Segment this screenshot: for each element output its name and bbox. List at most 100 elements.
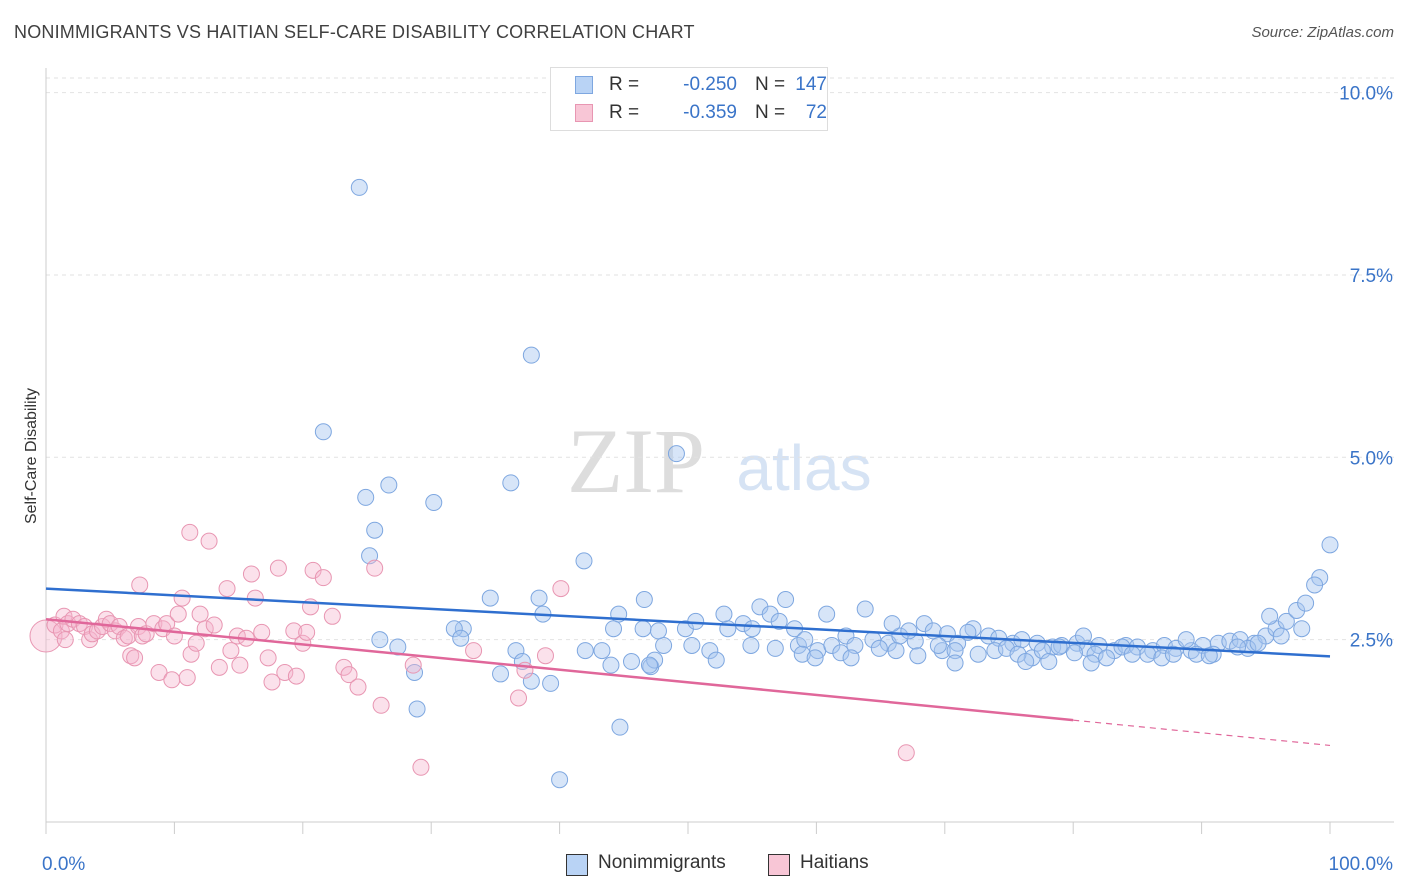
nonimmigrant-point — [507, 642, 525, 660]
y-tick-label: 2.5% — [1350, 631, 1393, 652]
haitian-point — [298, 623, 316, 641]
nonimmigrant-point — [979, 627, 997, 645]
legend-n-value: 147 — [795, 74, 827, 95]
nonimmigrant-point — [743, 620, 761, 638]
nonimmigrant-point — [575, 552, 593, 570]
haitian-point — [536, 647, 554, 665]
x-tick-label: 0.0% — [42, 854, 85, 875]
bottom-legend-swatch-pink — [768, 854, 790, 876]
legend-r-label: R = — [609, 102, 640, 123]
haitian-point — [182, 645, 200, 663]
nonimmigrant-point — [640, 656, 658, 674]
haitian-point — [191, 605, 209, 623]
nonimmigrant-point — [909, 647, 927, 665]
nonimmigrant-point — [1177, 631, 1195, 649]
nonimmigrant-point — [742, 636, 760, 654]
nonimmigrant-point — [806, 649, 824, 667]
nonimmigrant-point — [1306, 576, 1324, 594]
nonimmigrant-point — [576, 642, 594, 660]
haitians-trend-line — [45, 617, 1074, 722]
nonimmigrant-point — [770, 612, 788, 630]
nonimmigrant-point — [900, 622, 918, 640]
bottom-legend-label: Nonimmigrants — [598, 852, 726, 873]
nonimmigrant-point — [1249, 634, 1267, 652]
nonimmigrant-point — [408, 700, 426, 718]
nonimmigrant-point — [646, 651, 664, 669]
nonimmigrant-point — [366, 521, 384, 539]
nonimmigrant-point — [1272, 627, 1290, 645]
haitian-point — [210, 658, 228, 676]
haitian-point — [269, 559, 287, 577]
haitian-point — [412, 758, 430, 776]
nonimmigrant-point — [350, 178, 368, 196]
haitian-point — [145, 615, 163, 633]
nonimmigrant-point — [380, 476, 398, 494]
legend-n-value: 72 — [805, 102, 827, 123]
x-tick-label: 100.0% — [1329, 854, 1394, 875]
nonimmigrant-point — [1098, 649, 1116, 667]
nonimmigrant-point — [522, 672, 540, 690]
nonimmigrant-point — [551, 771, 569, 789]
haitian-point — [246, 589, 264, 607]
nonimmigrant-point — [683, 636, 701, 654]
nonimmigrant-point — [445, 620, 463, 638]
nonimmigrant-point — [842, 649, 860, 667]
haitian-point — [181, 523, 199, 541]
nonimmigrant-point — [314, 423, 332, 441]
nonimmigrant-point — [1074, 627, 1092, 645]
legend-r-label: R = — [609, 74, 640, 95]
stats-legend: R = -0.250 N = 147 R = -0.359 N = 72 — [550, 67, 828, 131]
nonimmigrant-point — [1261, 607, 1279, 625]
nonimmigrant-point — [870, 639, 888, 657]
nonimmigrant-point — [761, 605, 779, 623]
haitian-point — [205, 616, 223, 634]
nonimmigrant-point — [1164, 645, 1182, 663]
nonimmigrant-point — [906, 632, 924, 650]
nonimmigrant-point — [454, 620, 472, 638]
haitian-point — [897, 744, 915, 762]
nonimmigrant-point — [425, 494, 443, 512]
haitian-point — [314, 569, 332, 587]
haitian-point — [131, 576, 149, 594]
nonimmigrant-point — [635, 591, 653, 609]
haitian-point — [253, 623, 271, 641]
haitian-point — [372, 696, 390, 714]
nonimmigrant-point — [701, 642, 719, 660]
haitian-point — [323, 607, 341, 625]
nonimmigrant-point — [605, 620, 623, 638]
nonimmigrant-point — [623, 653, 641, 671]
nonimmigrant-point — [734, 615, 752, 633]
nonimmigrant-point — [542, 674, 560, 692]
nonimmigrant-point — [1321, 536, 1339, 554]
nonimmigrant-point — [777, 591, 795, 609]
haitian-point — [287, 667, 305, 685]
y-tick-label: 7.5% — [1350, 266, 1393, 287]
nonimmigrant-point — [707, 651, 725, 669]
haitian-point — [52, 622, 70, 640]
nonimmigrant-point — [969, 645, 987, 663]
nonimmigrant-point — [1139, 645, 1157, 663]
source-label: Source: ZipAtlas.com — [1251, 24, 1394, 41]
nonimmigrant-point — [796, 631, 814, 649]
legend-swatch-blue — [575, 76, 593, 94]
watermark-zip: ZIP — [567, 410, 705, 512]
haitian-point — [340, 666, 358, 684]
haitian-point — [196, 620, 214, 638]
nonimmigrant-point — [371, 631, 389, 649]
y-tick-label: 5.0% — [1350, 448, 1393, 469]
nonimmigrant-point — [667, 445, 685, 463]
nonimmigrant-point — [929, 636, 947, 654]
nonimmigrant-point — [793, 645, 811, 663]
haitian-point — [169, 605, 187, 623]
nonimmigrant-point — [856, 600, 874, 618]
haitian-point — [178, 669, 196, 687]
haitian-point — [150, 663, 168, 681]
nonimmigrant-point — [1293, 620, 1311, 638]
haitian-point — [404, 656, 422, 674]
bottom-legend-swatch-blue — [566, 854, 588, 876]
nonimmigrant-point — [887, 642, 905, 660]
nonimmigrant-point — [634, 620, 652, 638]
nonimmigrant-point — [818, 605, 836, 623]
haitian-point — [552, 580, 570, 598]
